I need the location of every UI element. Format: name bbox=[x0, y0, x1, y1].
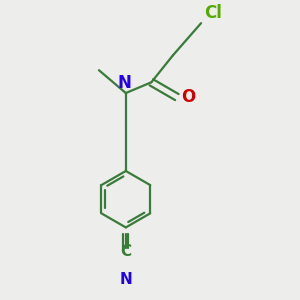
Text: Cl: Cl bbox=[204, 4, 222, 22]
Text: O: O bbox=[181, 88, 195, 106]
Text: C: C bbox=[120, 244, 131, 259]
Text: N: N bbox=[118, 74, 131, 92]
Text: N: N bbox=[119, 272, 132, 287]
